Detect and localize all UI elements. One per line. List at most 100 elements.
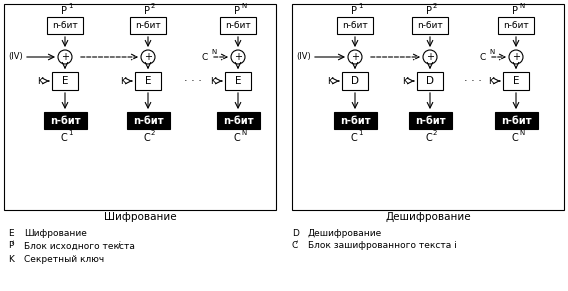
Text: C: C: [480, 52, 486, 61]
Text: N: N: [519, 130, 524, 136]
Bar: [4, 4, 276, 210]
Text: n-бит: n-бит: [49, 116, 80, 125]
Text: N: N: [489, 49, 494, 55]
Text: C: C: [144, 133, 151, 143]
Text: E: E: [235, 76, 241, 86]
Text: n-бит: n-бит: [225, 21, 251, 30]
Text: i: i: [118, 242, 120, 251]
Bar: [333, 112, 377, 129]
Circle shape: [509, 50, 523, 64]
Text: n-бит: n-бит: [133, 116, 164, 125]
Text: n-бит: n-бит: [223, 116, 253, 125]
Text: · · ·: · · ·: [184, 76, 202, 86]
Text: N: N: [211, 49, 216, 55]
Circle shape: [348, 50, 362, 64]
Bar: [225, 72, 251, 90]
Bar: [495, 112, 537, 129]
Text: K: K: [402, 77, 408, 86]
Circle shape: [423, 50, 437, 64]
Text: i: i: [296, 240, 298, 245]
Text: K: K: [37, 77, 43, 86]
Text: n-бит: n-бит: [500, 116, 531, 125]
Text: P: P: [144, 6, 150, 16]
Text: P: P: [8, 242, 14, 251]
Bar: [216, 112, 260, 129]
Text: n-бит: n-бит: [415, 116, 445, 125]
Text: 1: 1: [358, 130, 362, 136]
Text: E: E: [62, 76, 68, 86]
Bar: [135, 72, 161, 90]
Text: +: +: [426, 52, 434, 62]
Text: n-бит: n-бит: [52, 21, 78, 30]
Text: Шифрование: Шифрование: [104, 212, 176, 222]
Text: Дешифрование: Дешифрование: [308, 228, 382, 237]
Text: Дешифрование: Дешифрование: [385, 212, 471, 222]
Bar: [337, 17, 373, 34]
Text: 2: 2: [151, 130, 156, 136]
Text: E: E: [145, 76, 151, 86]
Text: P: P: [512, 6, 518, 16]
Bar: [503, 72, 529, 90]
Text: N: N: [519, 3, 524, 9]
Bar: [130, 17, 166, 34]
Circle shape: [58, 50, 72, 64]
Text: D: D: [351, 76, 359, 86]
Bar: [44, 112, 86, 129]
Text: C: C: [425, 133, 432, 143]
Text: C: C: [512, 133, 519, 143]
Text: n-бит: n-бит: [503, 21, 529, 30]
Text: i: i: [12, 240, 14, 245]
Text: +: +: [144, 52, 152, 62]
Text: Шифрование: Шифрование: [24, 228, 87, 237]
Bar: [220, 17, 256, 34]
Text: K: K: [210, 77, 216, 86]
Text: K: K: [327, 77, 333, 86]
Circle shape: [141, 50, 155, 64]
Text: Блок зашифрованного текста i: Блок зашифрованного текста i: [308, 242, 457, 251]
Text: C: C: [61, 133, 68, 143]
Text: 2: 2: [151, 3, 156, 9]
Text: n-бит: n-бит: [342, 21, 368, 30]
Text: n-бит: n-бит: [417, 21, 443, 30]
Text: (IV): (IV): [8, 52, 23, 61]
Text: C: C: [292, 242, 298, 251]
Bar: [342, 72, 368, 90]
Text: 2: 2: [433, 130, 437, 136]
Text: P: P: [351, 6, 357, 16]
Text: C: C: [233, 133, 240, 143]
Bar: [127, 112, 169, 129]
Text: n-бит: n-бит: [340, 116, 370, 125]
Text: C: C: [350, 133, 357, 143]
Bar: [498, 17, 534, 34]
Text: P: P: [234, 6, 240, 16]
Bar: [408, 112, 452, 129]
Bar: [52, 72, 78, 90]
Text: D: D: [292, 228, 299, 237]
Bar: [292, 4, 564, 210]
Text: K: K: [8, 255, 14, 263]
Text: P: P: [426, 6, 432, 16]
Text: E: E: [513, 76, 519, 86]
Text: E: E: [8, 228, 14, 237]
Text: +: +: [61, 52, 69, 62]
Text: +: +: [351, 52, 359, 62]
Text: 1: 1: [358, 3, 362, 9]
Text: C: C: [202, 52, 208, 61]
Circle shape: [231, 50, 245, 64]
Text: K: K: [488, 77, 494, 86]
Bar: [417, 72, 443, 90]
Text: n-бит: n-бит: [135, 21, 161, 30]
Text: K: K: [120, 77, 126, 86]
Text: N: N: [241, 3, 247, 9]
Text: · · ·: · · ·: [464, 76, 482, 86]
Text: +: +: [234, 52, 242, 62]
Text: P: P: [61, 6, 67, 16]
Bar: [412, 17, 448, 34]
Text: D: D: [426, 76, 434, 86]
Text: Блок исходного текста: Блок исходного текста: [24, 242, 138, 251]
Text: +: +: [512, 52, 520, 62]
Text: 1: 1: [68, 3, 73, 9]
Text: 1: 1: [68, 130, 73, 136]
Bar: [47, 17, 83, 34]
Text: Секретный ключ: Секретный ключ: [24, 255, 104, 263]
